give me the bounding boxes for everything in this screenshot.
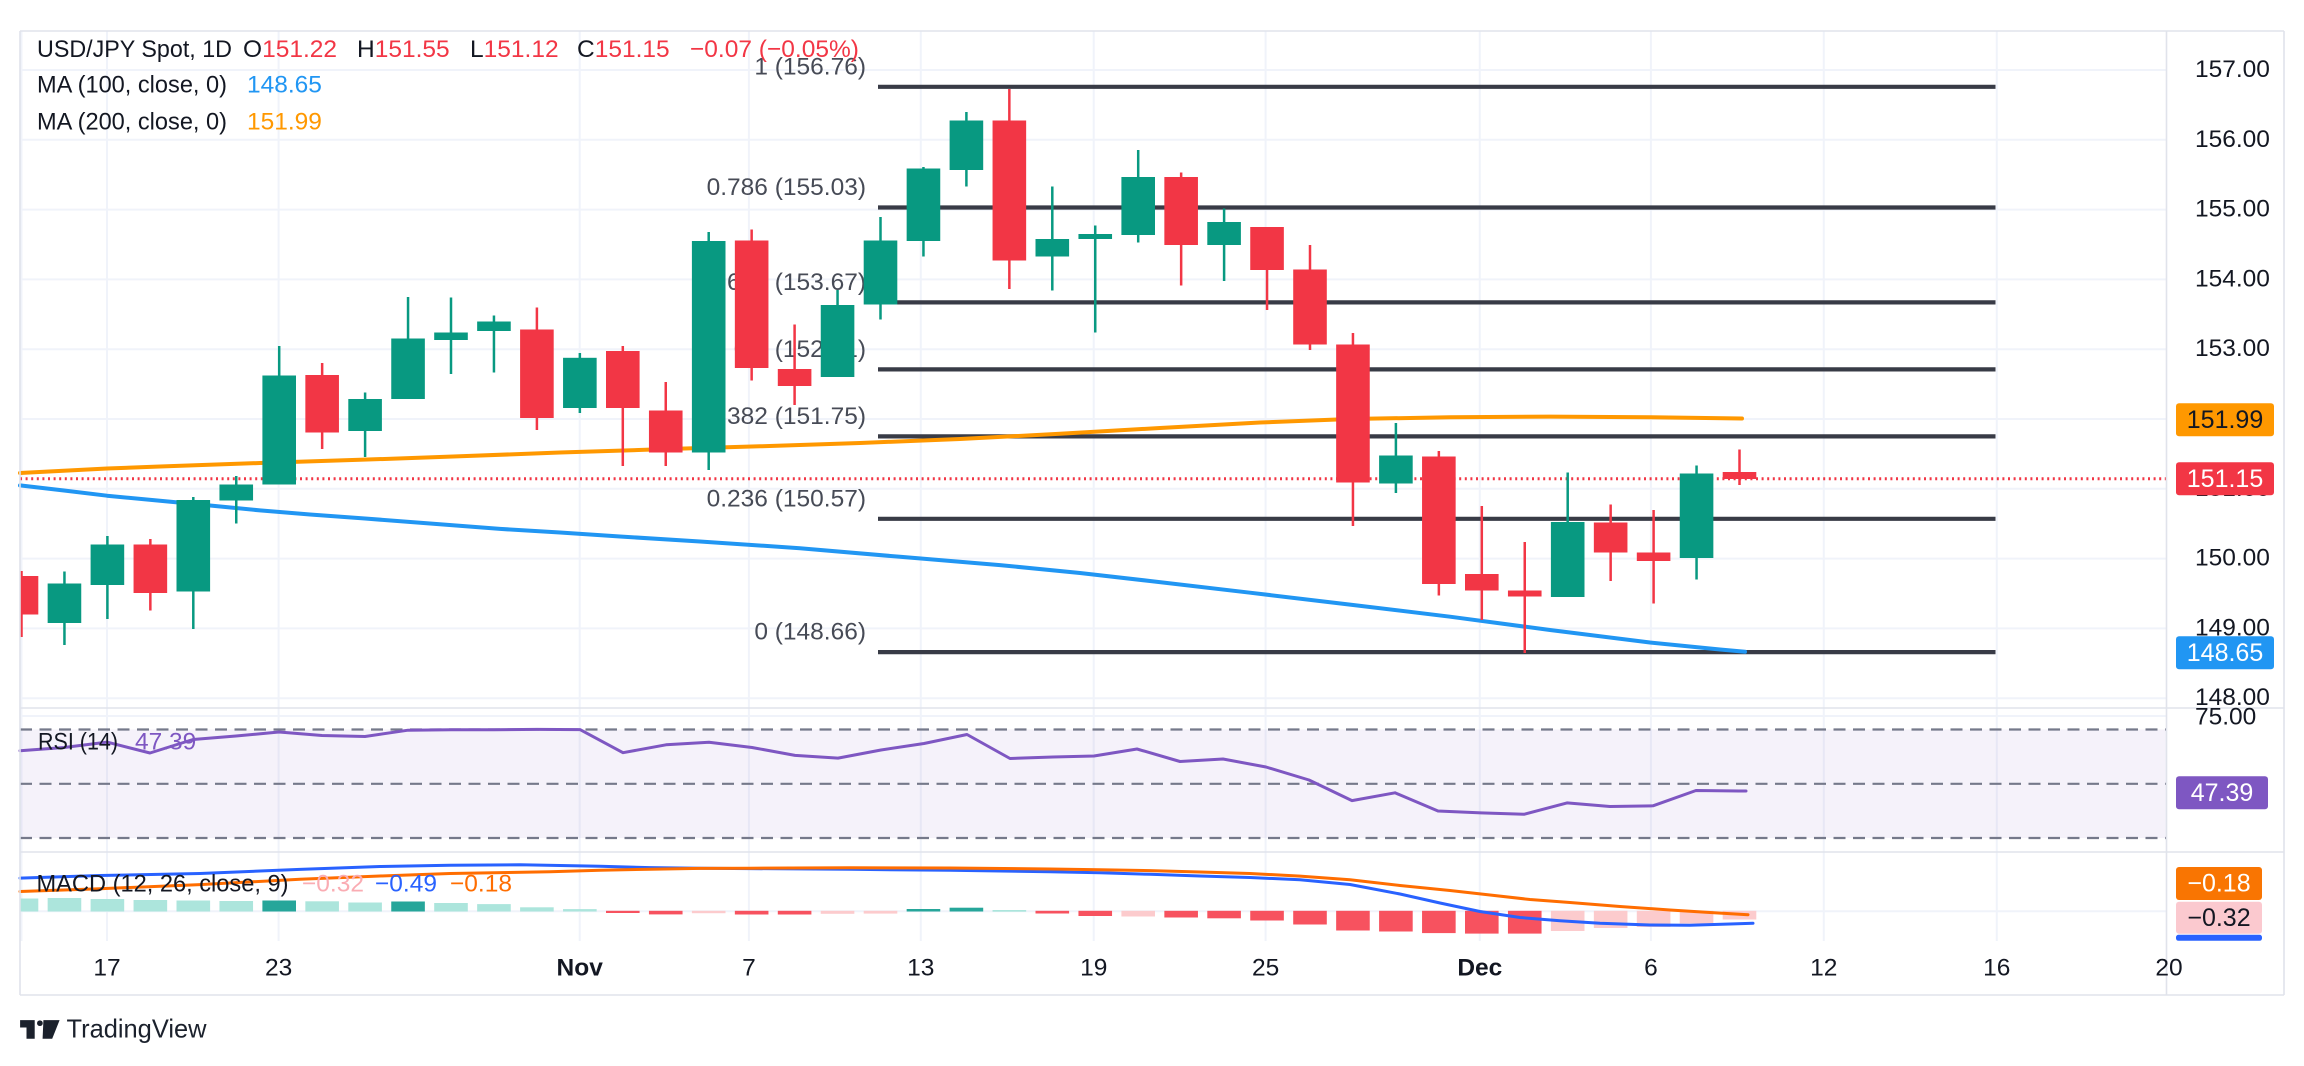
svg-text:17: 17 (93, 954, 120, 981)
svg-text:Nov: Nov (557, 954, 604, 981)
svg-text:MA (200, close, 0): MA (200, close, 0) (37, 109, 227, 136)
svg-text:L151.12: L151.12 (470, 36, 559, 63)
svg-text:MACD (12, 26, close, 9): MACD (12, 26, close, 9) (37, 871, 289, 898)
svg-text:25: 25 (1252, 954, 1279, 981)
svg-text:−0.32: −0.32 (302, 871, 364, 898)
svg-text:0 (148.66): 0 (148.66) (754, 619, 866, 646)
svg-text:12: 12 (1810, 954, 1837, 981)
svg-text:151.15: 151.15 (2187, 465, 2263, 493)
svg-text:Dec: Dec (1457, 954, 1502, 981)
svg-text:47.39: 47.39 (2191, 779, 2254, 807)
svg-text:151.99: 151.99 (247, 109, 322, 136)
svg-text:6: 6 (1644, 954, 1658, 981)
svg-text:TradingView: TradingView (67, 1013, 207, 1043)
svg-text:75.00: 75.00 (2195, 703, 2256, 730)
svg-text:157.00: 157.00 (2195, 56, 2270, 83)
svg-text:7: 7 (742, 954, 756, 981)
svg-text:150.00: 150.00 (2195, 545, 2270, 572)
svg-text:151.99: 151.99 (2187, 406, 2263, 434)
svg-text:148.65: 148.65 (2187, 639, 2263, 667)
svg-text:19: 19 (1080, 954, 1107, 981)
svg-text:−0.49: −0.49 (375, 871, 437, 898)
svg-text:−0.07 (−0.05%): −0.07 (−0.05%) (690, 36, 859, 63)
svg-text:0.382 (151.75): 0.382 (151.75) (707, 403, 866, 430)
svg-text:H151.55: H151.55 (357, 36, 450, 63)
svg-text:0.618 (153.67): 0.618 (153.67) (707, 269, 866, 296)
svg-text:47.39: 47.39 (135, 729, 196, 756)
svg-text:23: 23 (265, 954, 292, 981)
svg-text:−0.32: −0.32 (2187, 904, 2250, 932)
svg-text:C151.15: C151.15 (577, 36, 670, 63)
svg-text:148.65: 148.65 (247, 72, 322, 99)
svg-text:0.236 (150.57): 0.236 (150.57) (707, 485, 866, 512)
svg-text:156.00: 156.00 (2195, 126, 2270, 153)
svg-text:148.00: 148.00 (2195, 684, 2270, 711)
svg-text:20: 20 (2155, 954, 2182, 981)
svg-text:−0.18: −0.18 (450, 871, 512, 898)
svg-text:154.00: 154.00 (2195, 265, 2270, 292)
svg-text:0.786 (155.03): 0.786 (155.03) (707, 174, 866, 201)
svg-text:1 (156.76): 1 (156.76) (754, 53, 866, 80)
svg-text:MA (100, close, 0): MA (100, close, 0) (37, 72, 227, 99)
svg-text:USD/JPY Spot, 1D: USD/JPY Spot, 1D (37, 36, 232, 63)
svg-text:O151.22: O151.22 (243, 36, 337, 63)
svg-text:13: 13 (907, 954, 934, 981)
svg-text:155.00: 155.00 (2195, 196, 2270, 223)
svg-text:153.00: 153.00 (2195, 335, 2270, 362)
svg-text:16: 16 (1983, 954, 2010, 981)
svg-text:RSI (14): RSI (14) (38, 729, 118, 756)
svg-text:−0.18: −0.18 (2187, 870, 2250, 898)
